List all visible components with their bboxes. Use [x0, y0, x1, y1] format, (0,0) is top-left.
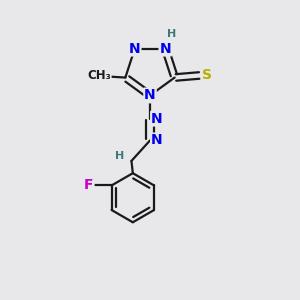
Text: S: S: [202, 68, 212, 83]
Text: H: H: [115, 151, 124, 161]
Text: N: N: [144, 88, 156, 103]
Text: F: F: [84, 178, 94, 193]
Text: H: H: [167, 28, 177, 39]
Text: N: N: [151, 112, 163, 126]
Text: CH₃: CH₃: [87, 69, 111, 82]
Text: N: N: [159, 42, 171, 56]
Text: N: N: [129, 42, 141, 56]
Text: N: N: [151, 134, 163, 148]
